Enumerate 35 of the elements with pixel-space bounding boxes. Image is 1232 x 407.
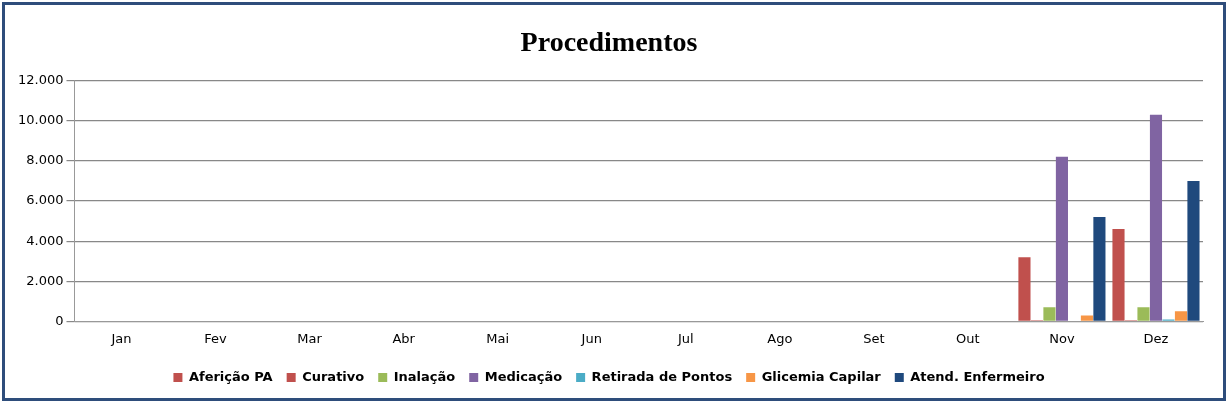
legend-label: Medicação: [484, 368, 563, 384]
y-tick-label: 6.000: [26, 192, 64, 208]
y-tick-label: 4.000: [26, 232, 64, 248]
x-tick-label: Jun: [580, 330, 602, 346]
bar: [1187, 180, 1200, 321]
bar: [1080, 315, 1093, 321]
y-tick-label: 2.000: [26, 272, 64, 288]
bar: [1055, 156, 1068, 321]
x-tick-label: Jan: [110, 330, 132, 346]
y-tick-label: 10.000: [17, 112, 64, 128]
legend-label: Retirada de Pontos: [591, 368, 733, 384]
x-tick-label: Fev: [204, 330, 228, 346]
x-tick-label: Jul: [676, 330, 694, 346]
bar: [1137, 307, 1150, 321]
legend-label: Glicemia Capilar: [761, 368, 882, 384]
y-tick-label: 0: [55, 312, 64, 328]
x-tick-label: Mar: [297, 330, 323, 346]
chart-title: Procedimentos: [520, 26, 698, 58]
x-tick-label: Dez: [1143, 330, 1169, 346]
x-tick-label: Out: [956, 330, 980, 346]
x-tick-label: Set: [863, 330, 885, 346]
legend-label: Atend. Enfermeiro: [910, 368, 1045, 384]
y-tick-label: 8.000: [26, 152, 64, 168]
x-tick-label: Ago: [767, 330, 793, 346]
x-tick-label: Mai: [486, 330, 510, 346]
bar: [1149, 114, 1163, 321]
y-tick-label: 12.000: [17, 71, 64, 87]
x-tick-label: Nov: [1049, 330, 1075, 346]
bar: [1093, 217, 1106, 321]
bar: [1043, 307, 1056, 321]
legend-label: Curativo: [302, 368, 365, 384]
bar: [1174, 311, 1188, 321]
x-tick-label: Abr: [392, 330, 416, 346]
legend-label: Inalação: [393, 368, 456, 384]
legend-label: Aferição PA: [188, 368, 273, 384]
